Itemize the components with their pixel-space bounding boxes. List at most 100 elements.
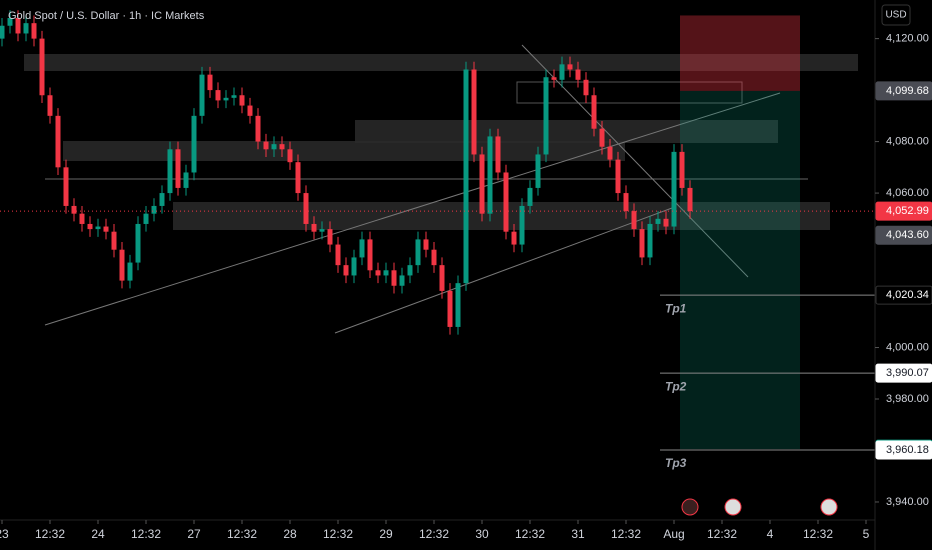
price-label: 3,960.18 [886,444,929,456]
candle-body [607,146,613,160]
event-icon[interactable] [681,498,699,516]
x-tick-label: 12:32 [131,527,161,541]
candle-body [439,265,445,291]
x-tick-label: Aug [663,527,684,541]
candle-body [495,136,501,173]
price-label-box [875,285,932,305]
candle-body [375,270,381,276]
x-tick-label: 29 [379,527,393,541]
candle-body [447,290,453,327]
x-tick-label: 4 [767,527,774,541]
x-tick-label: 31 [571,527,585,541]
candle-body [175,149,181,188]
candle-body [199,74,205,116]
candle-body [407,265,413,276]
event-icon[interactable] [724,498,742,516]
candle-body [391,270,397,286]
price-label: 4,099.68 [886,85,929,97]
price-label-box [875,225,932,245]
candle-body [319,229,325,232]
x-tick-label: 12:32 [803,527,833,541]
x-tick-label: 12:32 [227,527,257,541]
candle-body [295,162,301,194]
candle-body [663,218,669,227]
candle-body [311,223,317,232]
candle-body [527,187,533,206]
candle-body [279,144,285,150]
candle-body [351,257,357,276]
target-label: Tp3 [665,456,687,470]
y-tick-label: 4,080.00 [886,135,929,147]
price-label-box [875,81,932,101]
candle-body [135,223,141,263]
candle-body [551,77,557,80]
y-tick-label: 3,940.00 [886,496,929,508]
candle-body [511,231,517,245]
zone [24,54,858,71]
x-tick-label: 12:32 [611,527,641,541]
candle-body [71,205,77,214]
y-tick-label: 4,120.00 [886,33,929,45]
x-tick-label: 27 [187,527,201,541]
candle-body [343,265,349,276]
target-label: Tp2 [665,379,687,393]
y-tick-label: 4,000.00 [886,341,929,353]
candle-body [247,105,253,116]
candle-body [207,74,213,91]
candle-body [23,23,29,34]
candle-body [63,167,69,206]
candle-body [327,229,333,245]
currency-box[interactable] [881,4,911,26]
candle-body [167,149,173,194]
candle-body [487,136,493,214]
candle-body [583,79,589,96]
candle-body [575,69,581,80]
price-label: 4,020.34 [886,289,929,301]
candle-body [215,90,221,101]
candle-body [191,115,197,173]
zone [173,202,830,230]
candle-body [399,275,405,286]
candle-body [671,151,677,227]
candle-body [631,211,637,230]
zone [355,120,778,143]
candles: Tp1 Tp2 Tp3 [0,10,875,470]
event-icon[interactable] [820,498,838,516]
candle-body [183,172,189,188]
candle-body [455,283,461,327]
candle-body [471,69,477,155]
candle-body [543,77,549,155]
candle-body [623,193,629,212]
candle-body [119,249,125,281]
x-tick-label: 24 [91,527,105,541]
zone-outline [516,81,743,104]
candle-body [95,226,101,230]
candle-body [655,218,661,224]
x-tick-label: 12:32 [419,527,449,541]
price-label: 4,043.60 [886,229,929,241]
candle-body [415,239,421,266]
y-tick-label: 3,980.00 [886,393,929,405]
candle-body [39,38,45,96]
candle-body [55,115,61,168]
candle-body [7,18,13,26]
candle-body [47,95,53,116]
candle-body [287,149,293,163]
trend-line [334,207,673,334]
candle-body [359,239,365,258]
x-tick-label: 30 [475,527,489,541]
candle-body [559,64,565,80]
candle-body [679,151,685,188]
candle-body [479,154,485,214]
trend-line [521,44,749,278]
candle-body [271,144,277,150]
target-zone [680,90,800,450]
candle-body [0,25,5,39]
candle-body [463,69,469,284]
candle-body [231,95,237,98]
candle-body [535,154,541,188]
candle-body [239,95,245,106]
candle-body [599,128,605,147]
candle-body [423,239,429,250]
